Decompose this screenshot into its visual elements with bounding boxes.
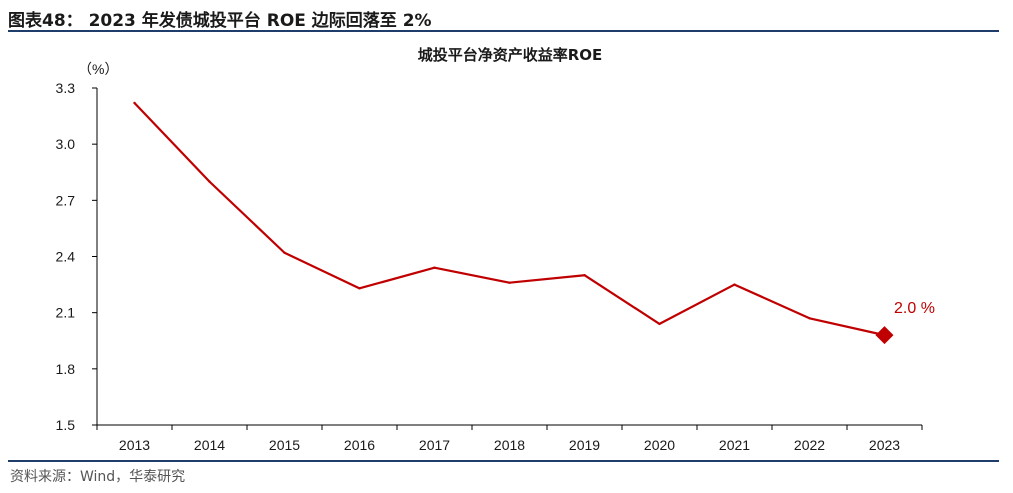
series-line <box>133 102 885 337</box>
y-axis-unit-label: （%） <box>78 61 118 77</box>
data-point <box>808 317 811 320</box>
figure-title: 图表48： 2023 年发债城投平台 ROE 边际回落至 2% <box>8 11 432 31</box>
y-tick-label: 2.1 <box>56 305 76 321</box>
data-point <box>133 101 136 105</box>
x-tick-label: 2013 <box>119 437 150 453</box>
y-tick-label: 1.8 <box>56 361 76 377</box>
data-point <box>583 274 586 277</box>
bottom-rule <box>8 460 999 462</box>
data-point <box>283 251 286 254</box>
y-tick-label: 1.5 <box>56 417 76 433</box>
x-tick-label: 2019 <box>569 437 600 453</box>
data-point <box>433 266 436 269</box>
end-point-data-label: 2.0 % <box>894 300 935 317</box>
y-tick-label: 3.3 <box>56 80 76 96</box>
data-point <box>733 283 736 286</box>
x-tick-label: 2017 <box>419 437 450 453</box>
x-tick-label: 2016 <box>344 437 375 453</box>
top-rule <box>8 30 999 32</box>
x-tick-label: 2014 <box>194 437 225 453</box>
x-tick-label: 2018 <box>494 437 525 453</box>
data-point <box>658 322 661 326</box>
y-tick-label: 2.4 <box>56 249 76 265</box>
data-point <box>358 287 361 290</box>
x-tick-label: 2021 <box>719 437 750 453</box>
x-tick-label: 2023 <box>869 437 900 453</box>
source-note: 资料来源：Wind，华泰研究 <box>10 469 186 485</box>
data-point <box>208 180 211 183</box>
x-tick-label: 2020 <box>644 437 675 453</box>
data-point <box>508 281 511 284</box>
x-tick-label: 2015 <box>269 437 300 453</box>
chart-title: 城投平台净资产收益率ROE <box>418 46 603 64</box>
y-tick-label: 2.7 <box>56 192 76 208</box>
x-tick-label: 2022 <box>794 437 825 453</box>
end-point-diamond-marker <box>875 326 894 345</box>
y-tick-label: 3.0 <box>56 136 76 152</box>
